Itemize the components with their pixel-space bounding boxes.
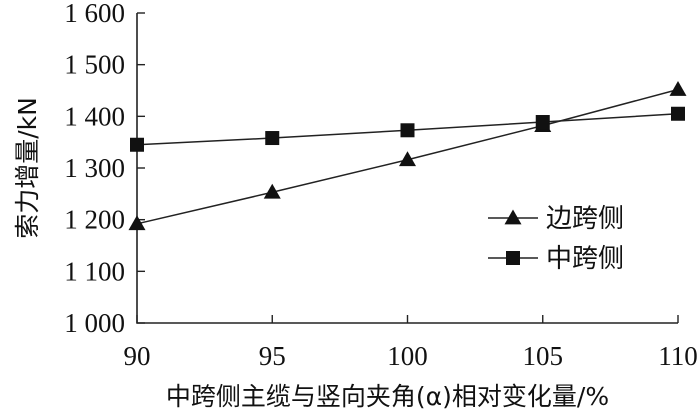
ticks: 1 000 1 100 1 200 1 300 1 400 1 500 1 600 90 95 1… [64, 0, 698, 371]
series-layer [128, 80, 687, 231]
axes [136, 13, 678, 324]
data-point [671, 106, 685, 121]
x-tick-label: 100 [387, 341, 428, 371]
y-tick-label: 1 000 [64, 308, 125, 338]
data-point [130, 137, 144, 152]
legend-label: 中跨侧 [546, 244, 624, 274]
y-tick-label: 1 500 [64, 50, 125, 80]
y-tick-label: 1 200 [64, 205, 125, 235]
axis-frame [136, 13, 678, 324]
y-axis-label: 索力增量/kN [13, 97, 42, 239]
x-tick-label: 90 [124, 341, 151, 371]
data-point [669, 80, 687, 96]
legend-marker [506, 251, 520, 265]
series-2 [130, 106, 685, 152]
y-tick-label: 1 400 [64, 101, 125, 131]
legend-item: 中跨侧 [488, 244, 624, 274]
x-axis-label: 中跨侧主缆与竖向夹角(α)相对变化量/% [166, 382, 609, 411]
legend-label: 边跨侧 [546, 204, 624, 234]
data-point [263, 183, 281, 199]
x-tick-label: 105 [523, 341, 564, 371]
y-tick-label: 1 100 [64, 256, 125, 286]
data-point [128, 215, 146, 231]
x-tick-label: 110 [658, 341, 698, 371]
data-point [535, 115, 550, 130]
data-point [399, 151, 416, 167]
y-tick-label: 1 300 [64, 153, 125, 183]
data-point [265, 131, 280, 146]
y-tick-label: 1 600 [64, 0, 125, 28]
legend-item: 边跨侧 [488, 204, 624, 234]
data-point [400, 123, 415, 138]
x-tick-label: 95 [259, 341, 286, 371]
legend-marker [504, 209, 522, 225]
